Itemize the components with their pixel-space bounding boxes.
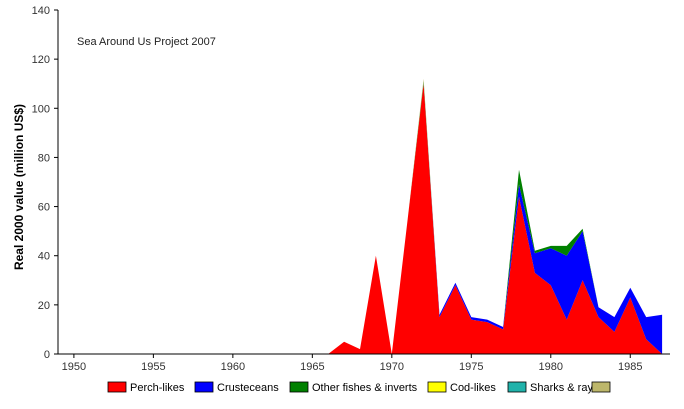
y-tick-label: 20 (38, 300, 50, 312)
y-tick-label: 140 (32, 5, 50, 17)
legend-label: Other fishes & inverts (312, 382, 418, 394)
x-tick-label: 1980 (539, 361, 563, 373)
series-areas (73, 78, 663, 355)
legend-label: Perch-likes (130, 382, 185, 394)
chart-annotation: Sea Around Us Project 2007 (77, 36, 216, 48)
x-tick-label: 1950 (62, 361, 86, 373)
legend-swatch (289, 381, 309, 393)
y-tick-label: 0 (44, 349, 50, 361)
x-tick-label: 1975 (459, 361, 483, 373)
x-tick-label: 1985 (618, 361, 642, 373)
x-axis-ticks: 1950 1955 1960 1965 1970 1975 1980 1985 (62, 354, 643, 373)
y-tick-label: 60 (38, 202, 50, 214)
legend-label: Sharks & rays (530, 382, 599, 394)
x-tick-label: 1970 (380, 361, 404, 373)
y-tick-label: 100 (32, 103, 50, 115)
legend-label: Crusteceans (217, 382, 279, 394)
x-tick-label: 1960 (221, 361, 245, 373)
series-area-1 (73, 83, 663, 354)
y-tick-label: 120 (32, 54, 50, 66)
x-tick-label: 1965 (300, 361, 324, 373)
legend-swatch (107, 381, 127, 393)
y-axis-ticks: 0 20 40 60 80 100 120 140 (32, 5, 58, 361)
legend: Perch-likes Crusteceans Other fishes & inv… (107, 381, 611, 394)
y-tick-label: 80 (38, 152, 50, 164)
y-axis-title: Real 2000 value (million US$) (12, 104, 26, 270)
y-tick-label: 40 (38, 251, 50, 263)
legend-swatch (194, 381, 214, 393)
legend-swatch (507, 381, 527, 393)
legend-swatch (427, 381, 447, 393)
legend-swatch (591, 381, 611, 393)
x-tick-label: 1955 (141, 361, 165, 373)
legend-label: Cod-likes (450, 382, 496, 394)
